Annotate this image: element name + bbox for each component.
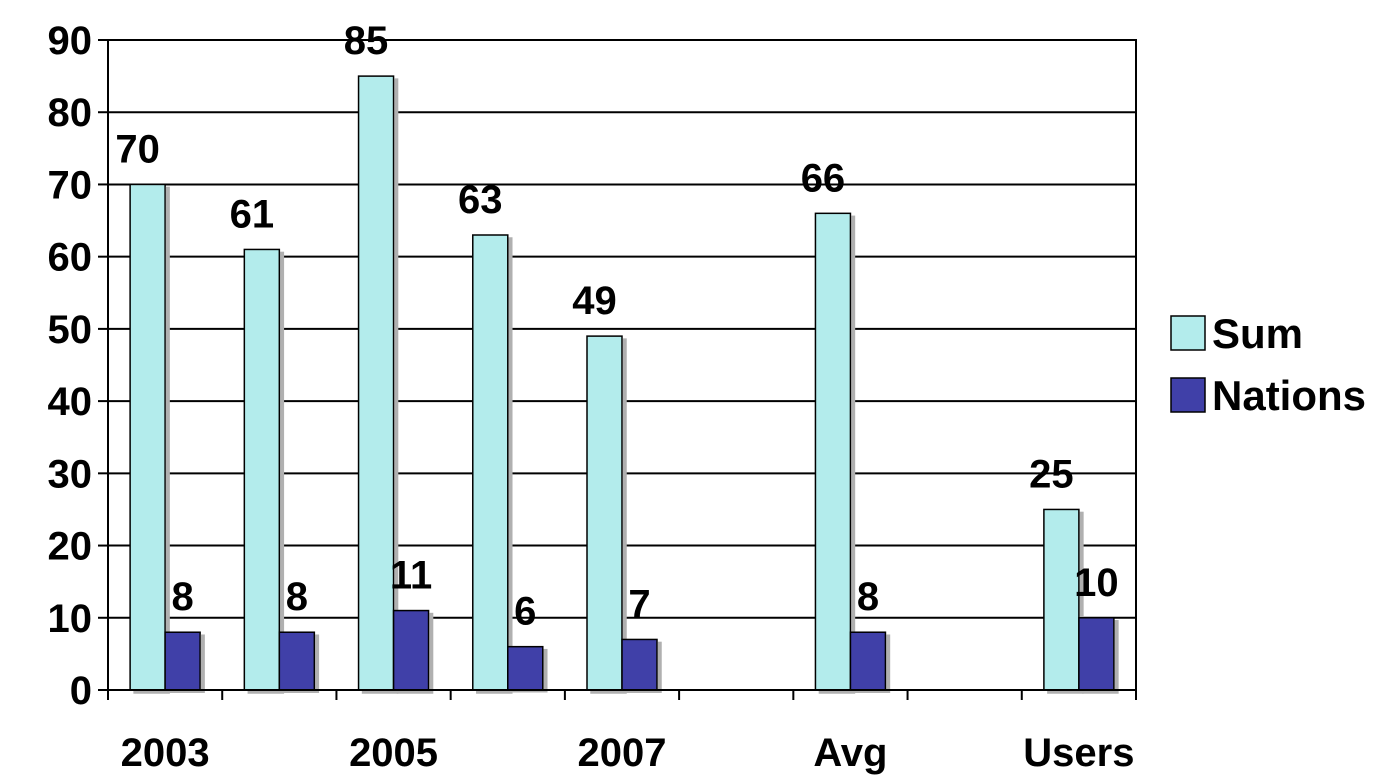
data-label-sum: 49 (572, 279, 617, 323)
x-tick-label: 2007 (578, 731, 667, 775)
data-label-nations: 8 (857, 575, 879, 619)
bars (129, 75, 1115, 691)
data-label-nations: 8 (286, 575, 308, 619)
data-label-nations: 10 (1074, 561, 1119, 605)
bar-nations (392, 609, 430, 691)
bar-sum (472, 234, 509, 691)
bar-nations (621, 638, 658, 691)
data-label-nations: 6 (514, 590, 536, 634)
bar-nations (164, 631, 201, 691)
legend: Sum Nations (1170, 310, 1366, 419)
y-tick-label: 70 (48, 163, 93, 207)
axes (98, 39, 1137, 700)
data-label-sum: 85 (344, 19, 389, 63)
data-label-nations: 11 (390, 554, 432, 598)
y-tick-label: 30 (48, 452, 93, 496)
bar-sum (586, 335, 623, 691)
bar-nations (1078, 617, 1115, 691)
bar-nations (849, 631, 887, 691)
bar-sum (129, 183, 166, 691)
legend-swatch-nations (1170, 377, 1206, 413)
y-tick-label: 50 (48, 308, 93, 352)
y-tick-label: 90 (48, 19, 93, 63)
bar-nations (507, 645, 544, 691)
x-tick-label: 2005 (349, 731, 438, 775)
legend-swatch-sum (1170, 315, 1206, 351)
legend-label-nations: Nations (1212, 372, 1366, 419)
y-tick-label: 80 (48, 91, 93, 135)
y-tick-label: 60 (48, 236, 93, 280)
x-tick-label: Users (1023, 731, 1134, 775)
y-tick-label: 20 (48, 525, 93, 569)
x-tick-label: Avg (813, 731, 887, 775)
y-tick-label: 0 (70, 669, 92, 713)
x-tick-label: 2003 (121, 731, 210, 775)
bar-sum (814, 212, 852, 691)
data-label-sum: 70 (115, 127, 160, 171)
y-axis-tick-labels: 0 10 20 30 40 50 60 70 80 90 (48, 19, 93, 713)
data-label-nations: 7 (628, 582, 650, 626)
y-tick-label: 40 (48, 380, 93, 424)
data-label-sum: 66 (801, 156, 846, 200)
bar-sum (243, 248, 281, 691)
data-label-sum: 61 (230, 192, 275, 236)
legend-label-sum: Sum (1212, 310, 1303, 357)
data-labels: 70 61 85 63 49 66 25 8 8 11 6 7 8 10 (115, 19, 1118, 634)
bar-nations (278, 631, 316, 691)
data-label-sum: 25 (1029, 452, 1074, 496)
data-label-nations: 8 (171, 575, 193, 619)
bar-sum (357, 75, 395, 691)
data-label-sum: 63 (458, 178, 503, 222)
y-tick-label: 10 (48, 597, 93, 641)
bar-sum (1043, 508, 1080, 691)
x-axis-tick-labels: 2003 2005 2007 Avg Users (121, 731, 1135, 775)
